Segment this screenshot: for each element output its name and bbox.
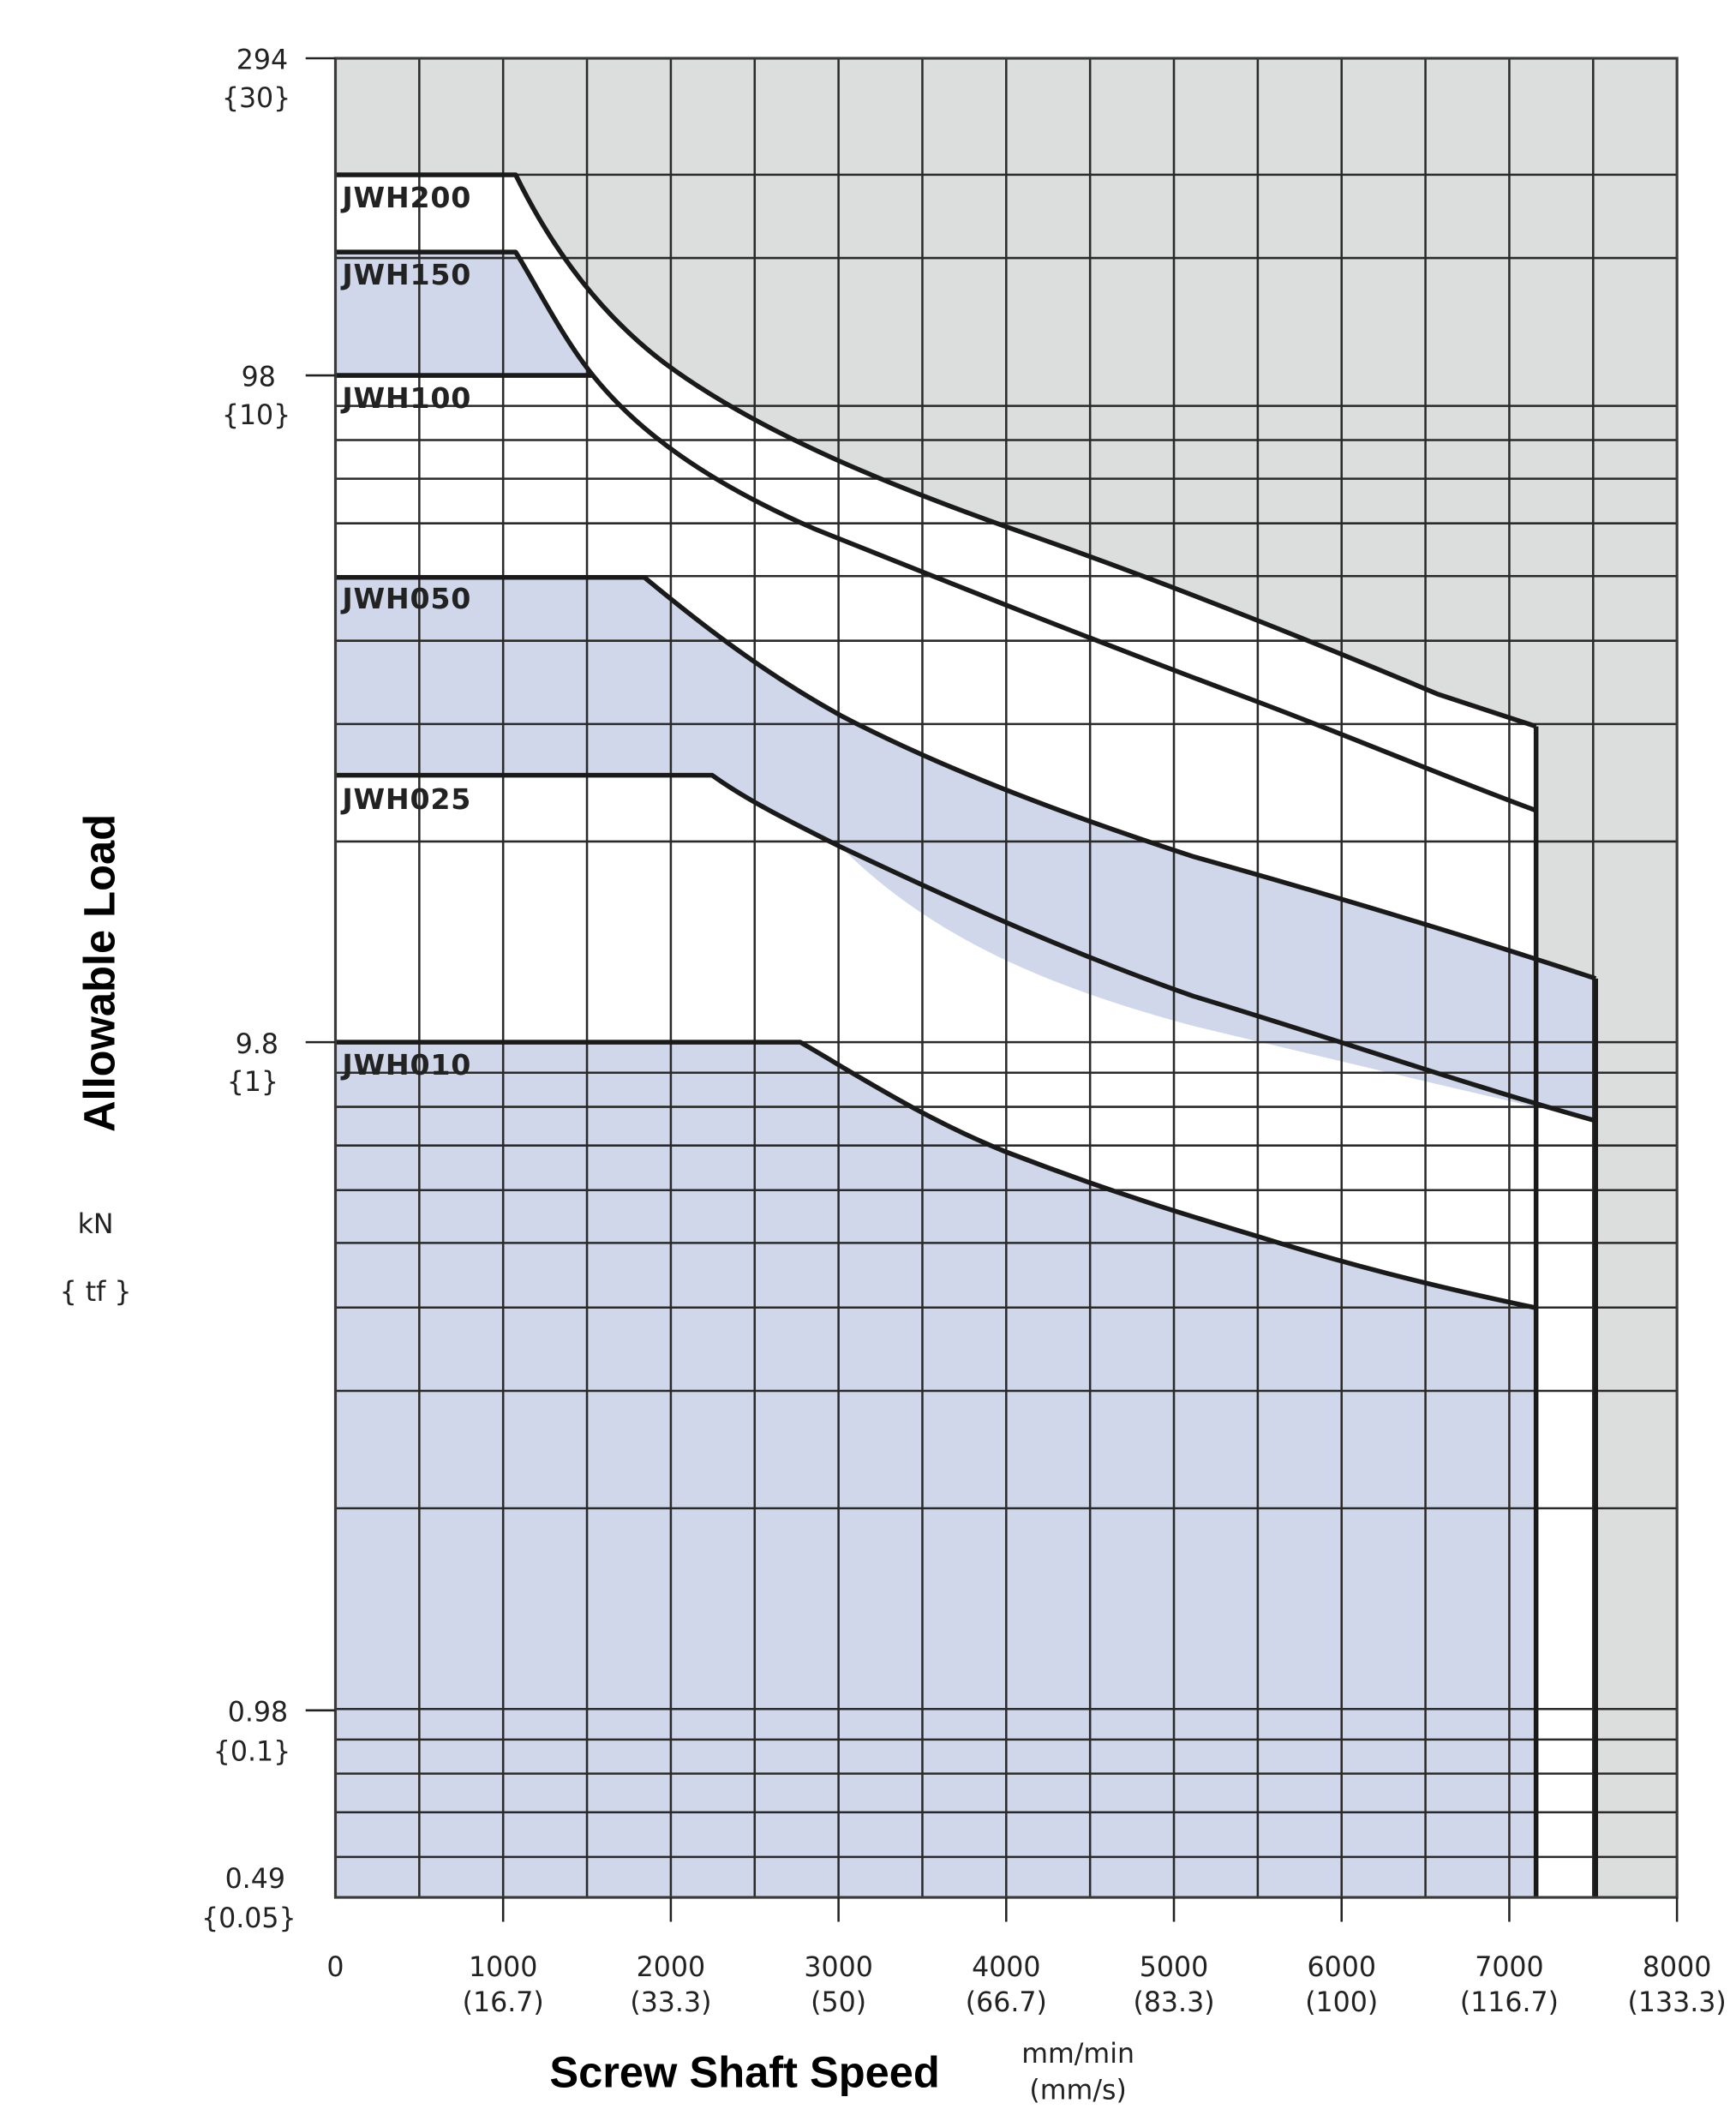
label-jwh100: JWH100 [340,381,471,415]
x-tick-1000: 1000 [469,1952,537,1983]
y-tick-98: 98 [242,362,276,393]
label-jwh150: JWH150 [340,258,471,291]
y-tick-9.8: 9.8 [236,1029,278,1060]
label-jwh200: JWH200 [340,181,471,214]
x-tick-7000-sub: (116.7) [1460,1987,1559,2018]
curve-jwh025 [335,772,1596,1123]
x-tick-4000: 4000 [972,1952,1040,1983]
y-tick-9.8-sub: {1} [227,1067,278,1098]
x-axis-title: Screw Shaft Speed [549,2047,939,2096]
x-tick-5000: 5000 [1140,1952,1208,1983]
x-axis-unit: mm/min [1021,2039,1134,2070]
y-axis-ticks: 294 {30} 98 {10} 9.8 {1} 0.98 {0.1} 0.49… [201,45,336,1934]
x-tick-3000: 3000 [804,1952,872,1983]
x-tick-6000: 6000 [1307,1952,1375,1983]
curve-jwh010 [335,1040,1537,1310]
series-curves [335,172,1599,1898]
y-tick-0.98-sub: {0.1} [213,1736,290,1767]
y-tick-0.98: 0.98 [228,1697,288,1728]
x-tick-1000-sub: (16.7) [463,1987,544,2018]
blue-band-jwh010 [335,1042,1536,1898]
y-tick-0.49: 0.49 [225,1864,285,1895]
x-tick-3000-sub: (50) [811,1987,866,2018]
x-tick-2000: 2000 [637,1952,705,1983]
y-tick-0.49-sub: {0.05} [201,1903,296,1934]
grid-lines [335,58,1678,1898]
x-tick-5000-sub: (83.3) [1133,1987,1214,2018]
y-axis-title: Allowable Load [75,814,124,1132]
x-axis-unit-secondary: (mm/s) [1029,2076,1126,2106]
x-tick-0: 0 [326,1952,344,1983]
y-tick-294-sub: {30} [222,83,290,114]
x-tick-4000-sub: (66.7) [966,1987,1047,2018]
curve-jwh050 [335,574,1597,981]
label-jwh025: JWH025 [340,782,471,816]
x-tick-6000-sub: (100) [1305,1987,1378,2018]
x-axis-ticks: 0 1000 (16.7) 2000 (33.3) 3000 (50) 4000 (66.7) 5… [326,1897,1727,2018]
label-jwh010: JWH010 [340,1048,471,1081]
x-tick-2000-sub: (33.3) [630,1987,711,2018]
x-tick-8000: 8000 [1643,1952,1711,1983]
curve-jwh200 [335,172,1537,729]
blue-band-jwh050 [335,577,1596,1121]
y-tick-98-sub: {10} [222,400,290,431]
label-jwh050: JWH050 [340,582,471,615]
x-tick-8000-sub: (133.3) [1628,1987,1727,2018]
y-axis-unit: kN [78,1209,114,1240]
y-tick-294: 294 [236,45,288,76]
x-tick-7000: 7000 [1475,1952,1543,1983]
blue-band-jwh150 [335,252,593,376]
y-axis-unit-secondary: { tf } [60,1277,132,1308]
curve-jwh150 [335,249,1537,813]
series-labels: JWH200 JWH150 JWH100 JWH050 JWH025 JWH01… [340,181,471,1081]
